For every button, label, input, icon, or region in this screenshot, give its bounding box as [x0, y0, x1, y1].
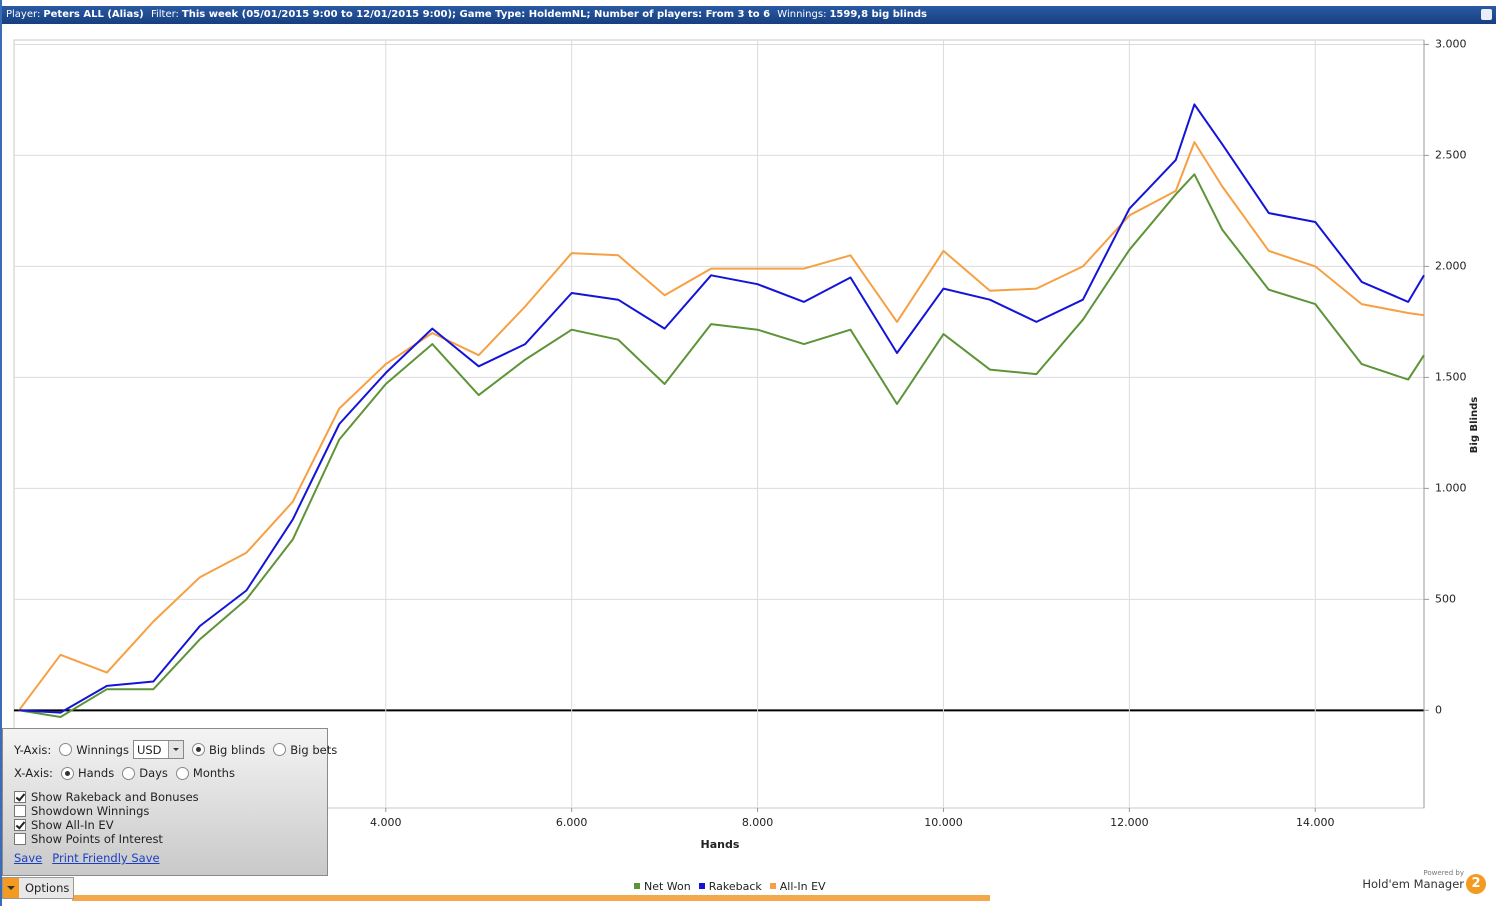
bottom-strip	[72, 895, 990, 901]
print-save-link[interactable]: Print Friendly Save	[52, 851, 160, 865]
x-tick-label: 8.000	[742, 816, 774, 829]
tab-label[interactable]: Options	[25, 881, 70, 895]
select-value: USD	[136, 742, 162, 757]
powered-by: Powered by	[1423, 869, 1464, 877]
x-tick-label: 10.000	[924, 816, 963, 829]
currency-select[interactable]: USD	[132, 740, 184, 759]
x-axis-title: Hands	[701, 838, 740, 851]
legend-swatch	[698, 883, 705, 889]
y-tick-label: 0	[1435, 703, 1442, 716]
legend-label: All-In EV	[779, 880, 826, 893]
header-value: This week (05/01/2015 9:00 to 12/01/2015…	[181, 9, 771, 20]
radio[interactable]	[175, 766, 189, 780]
header-label: Filter:	[150, 9, 179, 20]
y-tick-label: 2.000	[1435, 259, 1467, 272]
legend-label: Rakeback	[708, 880, 762, 893]
links-row: Save Print Friendly Save	[14, 851, 160, 865]
radio-label[interactable]: Big bets	[290, 742, 338, 757]
legend-swatch	[634, 883, 640, 889]
radio[interactable]	[60, 766, 74, 780]
checkbox[interactable]	[14, 805, 26, 817]
options-panel: Y-Axis: Winnings USD Big blinds Big bets…	[2, 728, 337, 876]
checkbox-row[interactable]: Show Points of Interest	[14, 832, 163, 846]
y-tick-label: 1.500	[1435, 370, 1467, 383]
header-label: Winnings:	[777, 9, 827, 20]
series-line	[18, 173, 1425, 718]
brand: Powered by Hold'em Manager	[1362, 869, 1486, 891]
checkbox-row[interactable]: Show Rakeback and Bonuses	[14, 790, 199, 804]
header-value: 1599,8 big blinds	[829, 9, 927, 20]
legend-item: All-In EV	[769, 880, 826, 893]
plot-area	[13, 39, 1425, 809]
x-tick-label: 12.000	[1110, 816, 1149, 829]
window-edge	[0, 0, 2, 906]
legend-label: Net Won	[644, 880, 691, 893]
radio-label[interactable]: Hands	[77, 766, 115, 780]
checkbox-label[interactable]: Show Rakeback and Bonuses	[31, 790, 199, 804]
radio-label[interactable]: Months	[192, 766, 235, 780]
checkbox-label[interactable]: Showdown Winnings	[31, 804, 150, 818]
y-tick-label: 2.500	[1435, 148, 1467, 161]
y-tick-label: 500	[1435, 592, 1456, 605]
filter-header: Player: Peters ALL (Alias) Filter: This we…	[2, 6, 1496, 24]
radio-label[interactable]: Winnings	[76, 742, 129, 757]
brand-logo: 2	[1466, 874, 1486, 894]
radio[interactable]	[273, 743, 287, 756]
radio-label[interactable]: Big blinds	[208, 742, 266, 757]
y-tick-label: 3.000	[1435, 37, 1467, 50]
checkbox-label[interactable]: Show Points of Interest	[31, 832, 163, 846]
x-axis-row: X-Axis: Hands Days Months	[14, 766, 235, 780]
checkbox[interactable]	[14, 791, 26, 803]
x-tick-label: 14.000	[1296, 816, 1335, 829]
y-axis-title: Big Blinds	[1469, 397, 1480, 453]
row-label: Y-Axis:	[14, 742, 52, 757]
radio[interactable]	[191, 743, 205, 756]
series-line	[18, 141, 1425, 711]
checkbox-row[interactable]: Showdown Winnings	[14, 804, 149, 818]
x-tick-label: 4.000	[370, 816, 402, 829]
header-value: Peters ALL (Alias)	[43, 9, 144, 20]
brand-name: Hold'em Manager	[1362, 877, 1464, 891]
x-tick-label: 6.000	[556, 816, 588, 829]
checkbox[interactable]	[14, 819, 26, 831]
legend-item: Rakeback	[698, 880, 762, 893]
y-tick-label: 1.000	[1435, 481, 1467, 494]
legend: Net Won Rakeback All-In EV	[634, 880, 826, 893]
checkbox[interactable]	[14, 833, 26, 845]
series-line	[18, 103, 1425, 714]
radio-label[interactable]: Days	[139, 766, 168, 780]
header-label: Player:	[6, 9, 41, 20]
radio[interactable]	[122, 766, 136, 780]
y-axis-row: Y-Axis: Winnings USD Big blinds Big bets	[14, 740, 337, 759]
checkbox-row[interactable]: Show All-In EV	[14, 818, 114, 832]
row-label: X-Axis:	[14, 766, 53, 780]
legend-swatch	[769, 883, 776, 889]
header-button[interactable]	[1481, 9, 1492, 20]
checkbox-label[interactable]: Show All-In EV	[31, 818, 114, 832]
save-link[interactable]: Save	[14, 851, 43, 865]
radio[interactable]	[59, 743, 73, 756]
legend-item: Net Won	[634, 880, 691, 893]
options-tab[interactable]: Options	[2, 877, 74, 899]
